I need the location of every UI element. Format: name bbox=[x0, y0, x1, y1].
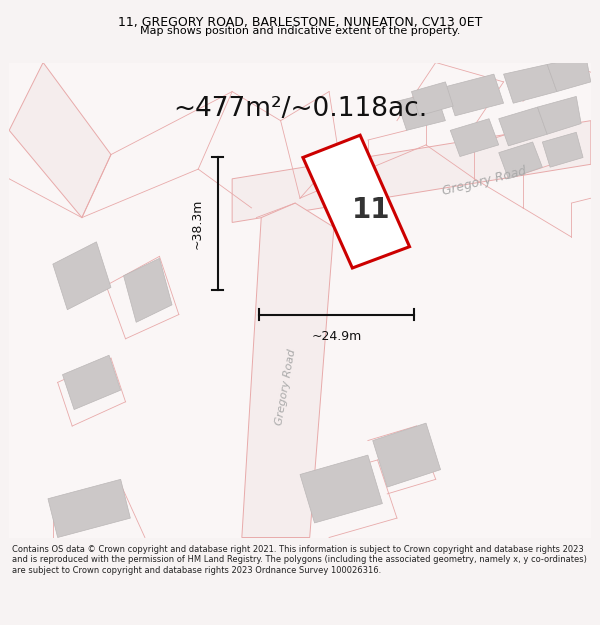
Text: ~24.9m: ~24.9m bbox=[312, 330, 362, 343]
Polygon shape bbox=[242, 203, 334, 538]
Text: ~38.3m: ~38.3m bbox=[191, 199, 204, 249]
Polygon shape bbox=[232, 121, 591, 222]
Polygon shape bbox=[9, 62, 111, 217]
Text: Gregory Road: Gregory Road bbox=[441, 164, 527, 198]
Polygon shape bbox=[412, 82, 453, 116]
Polygon shape bbox=[53, 242, 111, 310]
Text: 11, GREGORY ROAD, BARLESTONE, NUNEATON, CV13 0ET: 11, GREGORY ROAD, BARLESTONE, NUNEATON, … bbox=[118, 16, 482, 29]
Polygon shape bbox=[542, 132, 583, 168]
Polygon shape bbox=[450, 119, 499, 156]
Polygon shape bbox=[62, 355, 121, 409]
Polygon shape bbox=[499, 107, 547, 146]
Polygon shape bbox=[397, 92, 445, 131]
Text: 11: 11 bbox=[352, 196, 390, 224]
Polygon shape bbox=[48, 479, 130, 538]
Polygon shape bbox=[124, 258, 172, 322]
Text: Map shows position and indicative extent of the property.: Map shows position and indicative extent… bbox=[140, 26, 460, 36]
Polygon shape bbox=[300, 455, 382, 523]
Polygon shape bbox=[499, 142, 542, 179]
Polygon shape bbox=[547, 57, 591, 92]
Text: ~477m²/~0.118ac.: ~477m²/~0.118ac. bbox=[173, 96, 427, 122]
Text: Contains OS data © Crown copyright and database right 2021. This information is : Contains OS data © Crown copyright and d… bbox=[12, 545, 587, 575]
Polygon shape bbox=[445, 74, 503, 116]
Polygon shape bbox=[503, 64, 557, 103]
Polygon shape bbox=[373, 423, 440, 487]
Text: Gregory Road: Gregory Road bbox=[274, 348, 297, 426]
Polygon shape bbox=[538, 96, 581, 134]
Polygon shape bbox=[303, 135, 410, 268]
